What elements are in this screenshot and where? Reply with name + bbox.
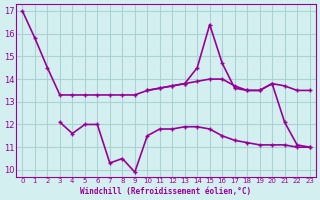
X-axis label: Windchill (Refroidissement éolien,°C): Windchill (Refroidissement éolien,°C)	[80, 187, 252, 196]
